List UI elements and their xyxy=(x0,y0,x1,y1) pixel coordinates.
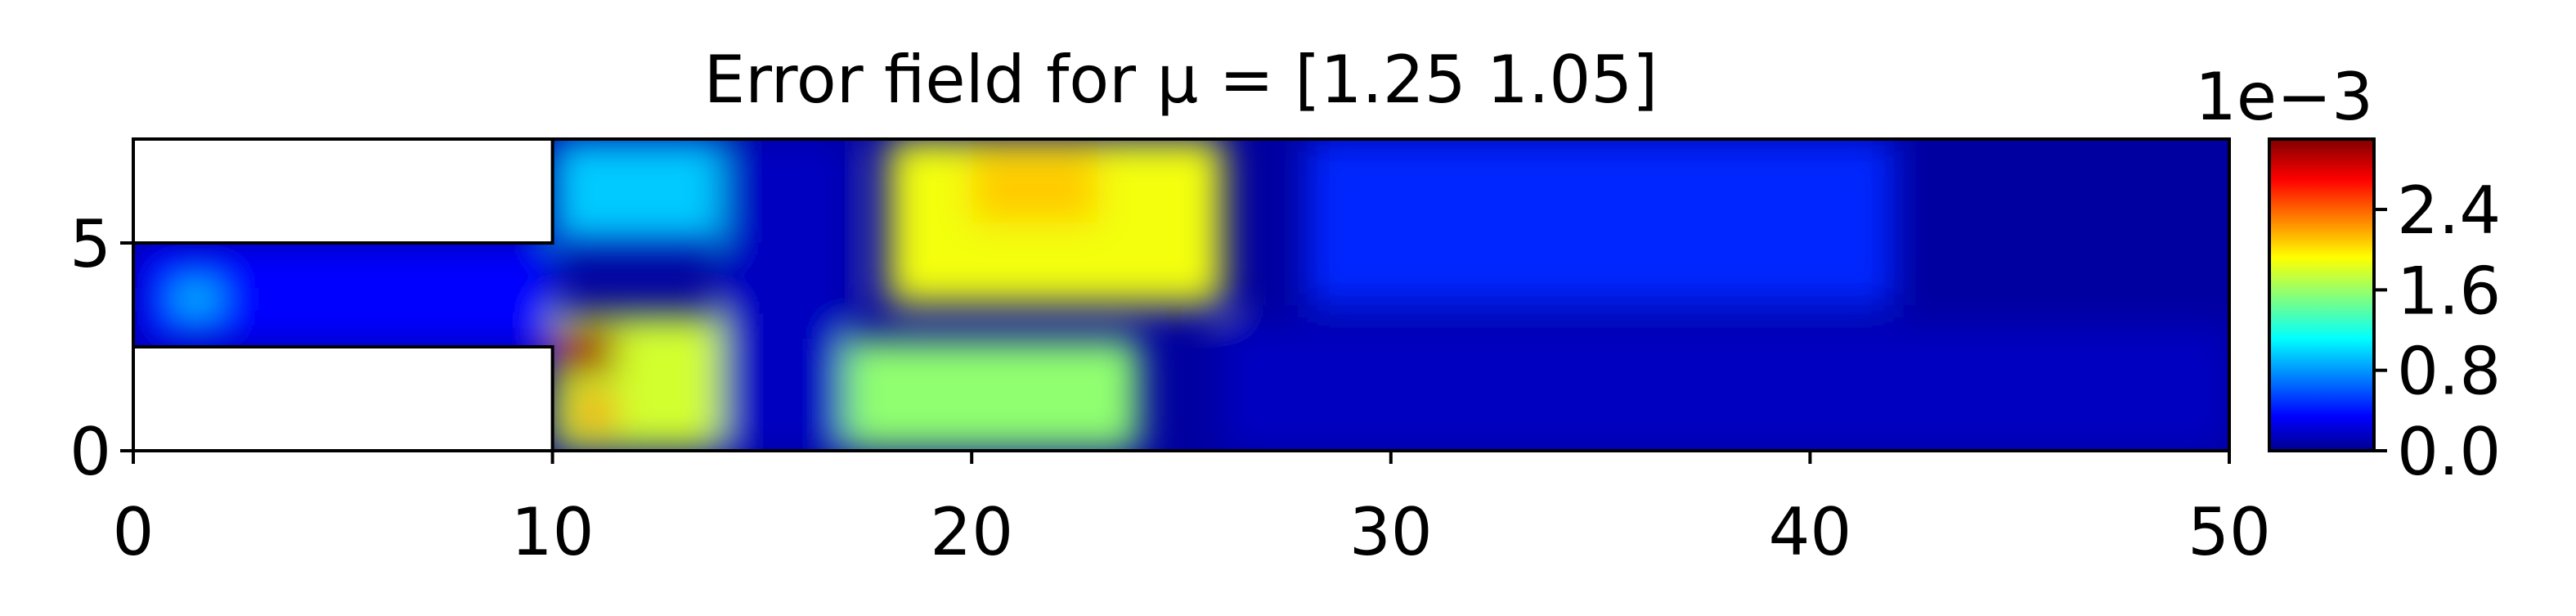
plot-frame xyxy=(132,137,2231,452)
error-region-10 xyxy=(1307,139,1894,306)
error-field xyxy=(133,139,2229,451)
field-regions xyxy=(133,139,2229,451)
y-tick-label-0: 0 xyxy=(70,414,111,490)
chart-title: Error field for μ = [1.25 1.05] xyxy=(704,42,1658,118)
x-tick-label-2: 20 xyxy=(930,494,1013,570)
colorbar-tick-label-1: 0.8 xyxy=(2397,334,2501,410)
domain-void-1 xyxy=(132,345,553,452)
colorbar xyxy=(2268,137,2376,452)
y-axis: 05 xyxy=(70,206,133,490)
x-tick-label-5: 50 xyxy=(2188,494,2271,570)
error-region-5 xyxy=(573,401,616,426)
error-region-4 xyxy=(552,326,616,376)
error-region-8 xyxy=(972,151,1097,223)
error-region-1 xyxy=(175,284,218,314)
error-region-6 xyxy=(720,139,846,451)
x-tick-label-0: 0 xyxy=(113,494,155,570)
x-tick-label-3: 30 xyxy=(1349,494,1433,570)
x-axis: 0 10 20 30 40 50 xyxy=(113,451,2271,570)
error-region-11 xyxy=(1223,326,2229,451)
y-tick-label-1: 5 xyxy=(70,206,111,282)
colorbar-tick-label-0: 0.0 xyxy=(2397,414,2501,490)
colorbar-tick-label-2: 1.6 xyxy=(2397,253,2501,329)
colorbar-axis: 0.00.81.62.4 xyxy=(2374,173,2501,490)
colorbar-tick-label-3: 2.4 xyxy=(2397,173,2501,249)
x-tick-label-1: 10 xyxy=(511,494,595,570)
x-tick-label-4: 40 xyxy=(1769,494,1852,570)
domain-void-0 xyxy=(132,137,553,245)
error-region-9 xyxy=(846,338,1140,451)
colorbar-offset-label: 1e−3 xyxy=(2195,59,2373,135)
